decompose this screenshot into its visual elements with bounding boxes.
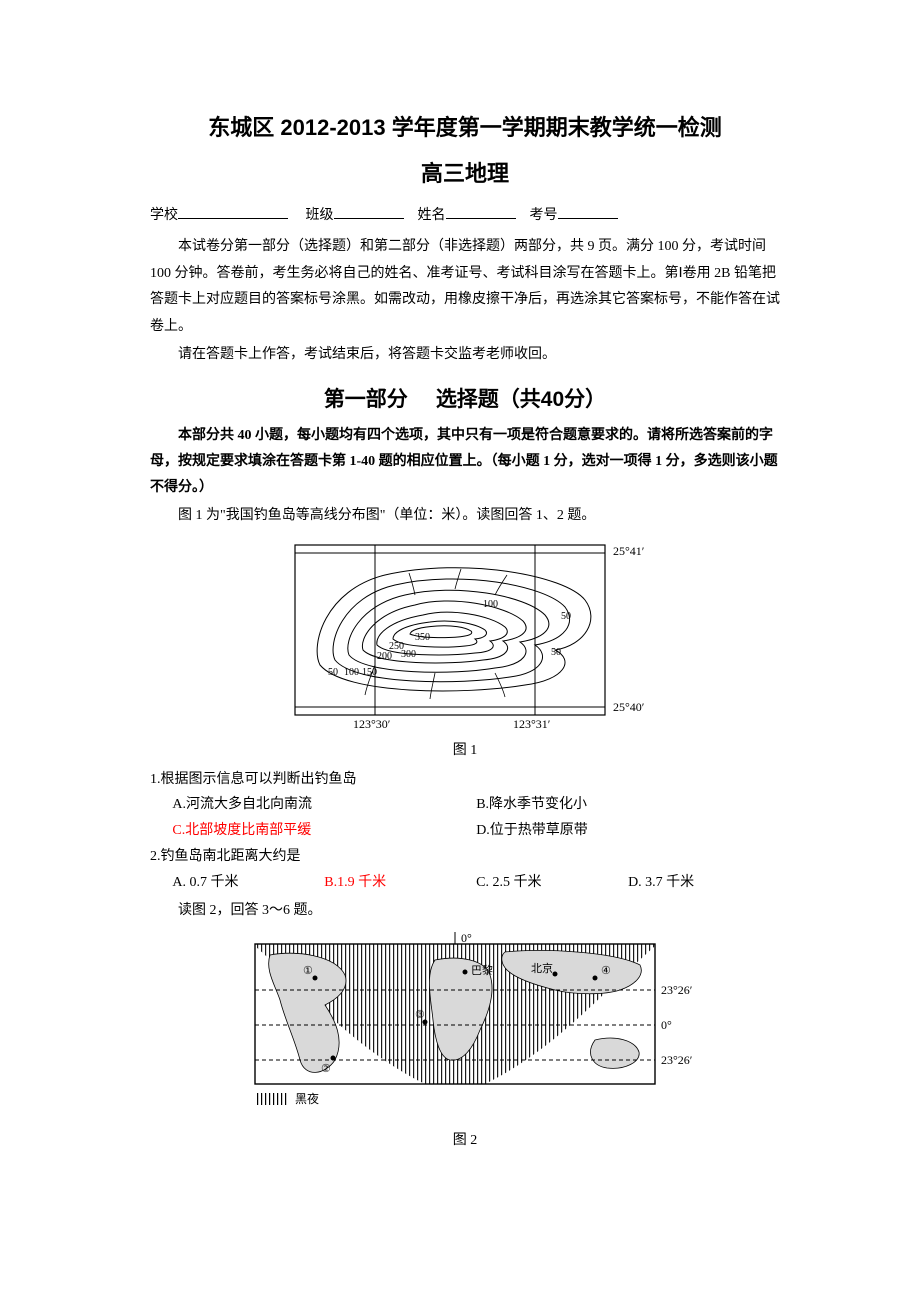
- svg-text:200: 200: [377, 651, 392, 662]
- instructions-para2: 请在答题卡上作答，考试结束后，将答题卡交监考老师收回。: [150, 342, 780, 369]
- svg-text:100: 100: [344, 667, 359, 678]
- label-name: 姓名: [418, 208, 446, 223]
- exam-subtitle: 高三地理: [150, 156, 780, 188]
- exam-title: 东城区 2012-2013 学年度第一学期期末教学统一检测: [150, 110, 780, 142]
- lon-label-1: 123°30′: [353, 717, 391, 730]
- svg-text:50: 50: [551, 647, 561, 658]
- legend-night: 黑夜: [295, 1091, 319, 1106]
- svg-text:23°26′: 23°26′: [661, 983, 693, 997]
- lat-label-bottom: 25°40′: [613, 700, 645, 714]
- lon-label-2: 123°31′: [513, 717, 551, 730]
- exam-page: 东城区 2012-2013 学年度第一学期期末教学统一检测 高三地理 学校 班级…: [0, 0, 920, 1197]
- q1-B: B.降水季节变化小: [476, 792, 780, 818]
- q1-D: D.位于热带草原带: [476, 818, 780, 844]
- part1-title-right: 选择题（共40分）: [436, 388, 606, 411]
- blank-name: [446, 204, 516, 219]
- fig2-caption: 读图 2，回答 3～6 题。: [150, 898, 780, 924]
- label-school: 学校: [150, 208, 178, 223]
- part1-title: 第一部分 选择题（共40分）: [150, 383, 780, 413]
- figure1-label: 图 1: [150, 739, 780, 759]
- figure2-svg: 0° 23°26′ 0°: [225, 930, 705, 1120]
- q1-C: C.北部坡度比南部平缓: [172, 818, 476, 844]
- lon0-label: 0°: [461, 931, 472, 945]
- svg-text:0°: 0°: [661, 1018, 672, 1032]
- label-class: 班级: [306, 208, 334, 223]
- lat-label-top: 25°41′: [613, 544, 645, 558]
- svg-text:②: ②: [321, 1063, 331, 1075]
- q2-opts: A. 0.7 千米 B.1.9 千米 C. 2.5 千米 D. 3.7 千米: [150, 870, 780, 896]
- instructions-para1: 本试卷分第一部分（选择题）和第二部分（非选择题）两部分，共 9 页。满分 100…: [150, 234, 780, 340]
- svg-text:④: ④: [601, 965, 611, 977]
- svg-text:北京: 北京: [531, 961, 553, 975]
- figure1-wrap: 25°41′ 25°40′ 123°30′ 123°31′: [150, 535, 780, 735]
- part1-title-left: 第一部分: [324, 388, 408, 411]
- figure1-svg: 25°41′ 25°40′ 123°30′ 123°31′: [265, 535, 665, 730]
- figure2-label: 图 2: [150, 1129, 780, 1149]
- q1-row1: A.河流大多自北向南流 B.降水季节变化小: [150, 792, 780, 818]
- blank-examno: [558, 204, 618, 219]
- q1-stem: 1.根据图示信息可以判断出钓鱼岛: [150, 767, 780, 793]
- q2-C: C. 2.5 千米: [476, 870, 628, 896]
- q2-D: D. 3.7 千米: [628, 870, 780, 896]
- svg-text:50: 50: [328, 667, 338, 678]
- svg-text:23°26′: 23°26′: [661, 1053, 693, 1067]
- svg-text:50: 50: [561, 611, 571, 622]
- svg-text:300: 300: [401, 649, 416, 660]
- svg-text:③: ③: [415, 1009, 425, 1021]
- blank-school: [178, 204, 288, 219]
- svg-text:150: 150: [362, 667, 377, 678]
- student-info-line: 学校 班级 姓名 考号: [150, 204, 780, 224]
- figure2-wrap: 0° 23°26′ 0°: [150, 930, 780, 1125]
- label-examno: 考号: [530, 208, 558, 223]
- svg-text:100: 100: [483, 599, 498, 610]
- part1-intro: 本部分共 40 小题，每小题均有四个选项，其中只有一项是符合题意要求的。请将所选…: [150, 423, 780, 501]
- fig1-caption: 图 1 为"我国钓鱼岛等高线分布图"（单位：米）。读图回答 1、2 题。: [150, 503, 780, 529]
- q1-row2: C.北部坡度比南部平缓 D.位于热带草原带: [150, 818, 780, 844]
- q2-B: B.1.9 千米: [324, 870, 476, 896]
- svg-text:①: ①: [303, 965, 313, 977]
- blank-class: [334, 204, 404, 219]
- svg-text:巴黎: 巴黎: [471, 963, 493, 977]
- q2-A: A. 0.7 千米: [172, 870, 324, 896]
- q2-stem: 2.钓鱼岛南北距离大约是: [150, 844, 780, 870]
- q1-A: A.河流大多自北向南流: [172, 792, 476, 818]
- svg-text:350: 350: [415, 632, 430, 643]
